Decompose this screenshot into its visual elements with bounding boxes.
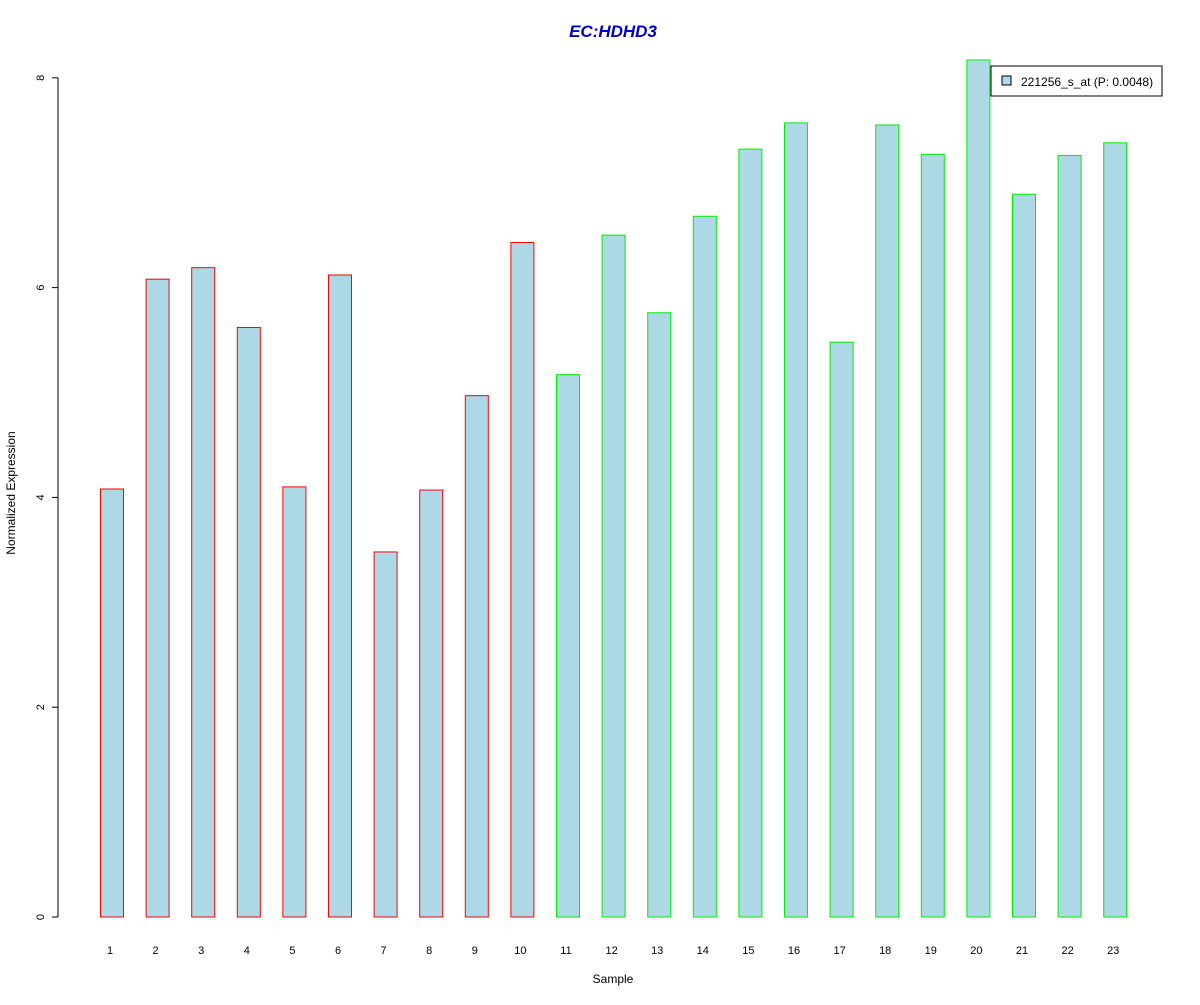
y-tick-label: 4 — [35, 494, 47, 500]
x-tick-labels: 1 2 3 4 5 6 7 8 9 10 11 12 13 14 15 16 17 18 19 20 21 22 23 — [107, 945, 1119, 957]
x-axis-label: Sample — [593, 972, 634, 986]
y-axis-label: Normalized Expression — [4, 431, 18, 554]
bar-sample-8 — [420, 490, 443, 917]
bar-sample-20 — [967, 60, 990, 917]
y-tick-label: 0 — [35, 914, 47, 920]
x-tick-label: 18 — [879, 945, 891, 957]
x-tick-label: 5 — [289, 945, 295, 957]
bars-group — [101, 60, 1127, 917]
y-tick-label: 2 — [35, 704, 47, 710]
bar-sample-12 — [602, 235, 625, 917]
bar-sample-1 — [101, 489, 124, 917]
x-tick-label: 11 — [560, 945, 571, 957]
bar-sample-4 — [237, 327, 260, 917]
x-tick-label: 9 — [472, 945, 478, 957]
x-tick-label: 1 — [107, 945, 113, 957]
bar-sample-7 — [374, 552, 397, 917]
bar-sample-18 — [876, 125, 899, 917]
legend-swatch — [1002, 76, 1011, 85]
x-tick-label: 19 — [925, 945, 937, 957]
x-tick-label: 20 — [970, 945, 982, 957]
bar-sample-6 — [329, 275, 352, 917]
bar-sample-16 — [785, 123, 808, 917]
y-tick-label: 6 — [35, 285, 47, 291]
x-tick-label: 8 — [426, 945, 432, 957]
x-tick-label: 14 — [697, 945, 709, 957]
x-tick-label: 2 — [153, 945, 159, 957]
x-tick-label: 13 — [651, 945, 663, 957]
bar-sample-23 — [1104, 143, 1127, 917]
x-tick-label: 12 — [605, 945, 617, 957]
bar-sample-22 — [1058, 155, 1081, 917]
bar-sample-11 — [557, 375, 580, 917]
bar-sample-15 — [739, 149, 762, 917]
legend-label: 221256_s_at (P: 0.0048) — [1021, 75, 1153, 89]
bar-sample-9 — [465, 396, 488, 917]
x-tick-label: 4 — [244, 945, 250, 957]
x-tick-label: 10 — [514, 945, 526, 957]
bar-sample-5 — [283, 487, 306, 917]
legend: 221256_s_at (P: 0.0048) — [991, 66, 1162, 96]
x-tick-label: 3 — [198, 945, 204, 957]
chart-title: EC:HDHD3 — [569, 22, 657, 41]
x-tick-label: 17 — [833, 945, 845, 957]
y-tick-label: 8 — [35, 75, 47, 81]
bar-sample-19 — [921, 154, 944, 917]
y-axis: 0 2 4 6 8 — [35, 75, 58, 920]
x-tick-label: 16 — [788, 945, 800, 957]
x-tick-label: 21 — [1016, 945, 1028, 957]
x-tick-label: 22 — [1061, 945, 1073, 957]
x-tick-label: 7 — [381, 945, 387, 957]
bar-sample-21 — [1013, 194, 1036, 917]
bar-sample-10 — [511, 242, 534, 917]
bar-sample-14 — [693, 216, 716, 917]
x-tick-label: 6 — [335, 945, 341, 957]
x-tick-label: 15 — [742, 945, 754, 957]
bar-sample-2 — [146, 279, 169, 917]
bar-sample-3 — [192, 268, 215, 917]
x-tick-label: 23 — [1107, 945, 1119, 957]
bar-sample-17 — [830, 342, 853, 917]
bar-sample-13 — [648, 313, 671, 917]
